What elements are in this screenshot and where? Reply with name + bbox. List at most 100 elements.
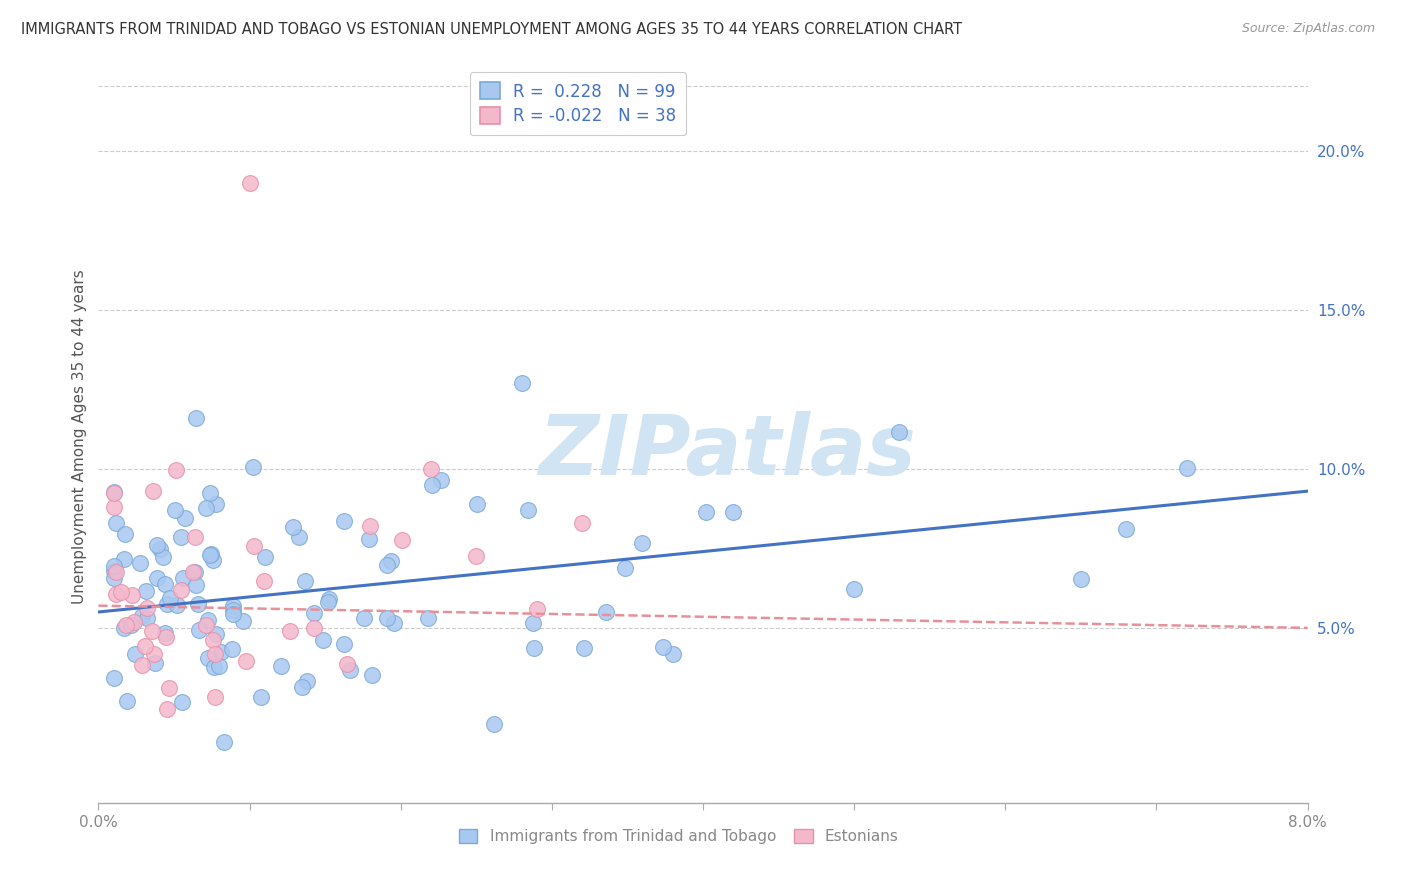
Point xyxy=(253,574,276,588)
Point xyxy=(270,659,292,673)
Point xyxy=(222,599,245,613)
Point xyxy=(184,577,207,591)
Point xyxy=(212,735,235,749)
Point xyxy=(157,681,180,695)
Point xyxy=(112,622,135,636)
Point xyxy=(143,657,166,671)
Point xyxy=(429,473,451,487)
Point xyxy=(243,539,266,553)
Point xyxy=(631,536,654,550)
Point xyxy=(122,615,145,629)
Legend: Immigrants from Trinidad and Tobago, Estonians: Immigrants from Trinidad and Tobago, Est… xyxy=(453,822,905,850)
Point xyxy=(205,497,228,511)
Point xyxy=(114,527,136,541)
Point xyxy=(595,605,617,619)
Point xyxy=(222,607,245,622)
Point xyxy=(146,571,169,585)
Point xyxy=(1175,461,1198,475)
Point xyxy=(1070,572,1092,586)
Point xyxy=(197,651,219,665)
Point xyxy=(104,587,127,601)
Point xyxy=(131,658,153,673)
Point xyxy=(288,530,311,544)
Point xyxy=(239,176,262,190)
Point xyxy=(204,690,226,704)
Point xyxy=(204,626,226,640)
Point xyxy=(136,610,159,624)
Point xyxy=(360,519,382,533)
Text: ZIPatlas: ZIPatlas xyxy=(538,411,917,492)
Point xyxy=(135,584,157,599)
Point xyxy=(136,601,159,615)
Point xyxy=(181,565,204,579)
Point xyxy=(221,642,243,657)
Point xyxy=(195,501,218,516)
Point xyxy=(149,541,172,556)
Point xyxy=(318,591,340,606)
Point xyxy=(117,693,139,707)
Point xyxy=(184,565,207,579)
Point xyxy=(209,645,232,659)
Point xyxy=(174,511,197,525)
Point xyxy=(382,616,405,631)
Point xyxy=(156,701,179,715)
Y-axis label: Unemployment Among Ages 35 to 44 years: Unemployment Among Ages 35 to 44 years xyxy=(72,269,87,605)
Point xyxy=(104,516,127,530)
Point xyxy=(170,530,193,544)
Point xyxy=(105,565,128,579)
Point xyxy=(311,632,333,647)
Point xyxy=(242,459,264,474)
Point xyxy=(418,611,440,625)
Point xyxy=(380,554,402,568)
Point xyxy=(155,625,177,640)
Point xyxy=(1115,522,1137,536)
Text: Source: ZipAtlas.com: Source: ZipAtlas.com xyxy=(1241,22,1375,36)
Point xyxy=(333,514,356,528)
Point xyxy=(572,640,595,655)
Point xyxy=(353,611,375,625)
Point xyxy=(188,623,211,637)
Point xyxy=(523,641,546,656)
Point xyxy=(316,595,339,609)
Point xyxy=(294,574,316,589)
Point xyxy=(129,556,152,570)
Point xyxy=(103,484,125,499)
Point xyxy=(198,486,221,500)
Point xyxy=(112,552,135,566)
Point xyxy=(152,550,174,565)
Point xyxy=(121,588,143,602)
Point xyxy=(172,695,194,709)
Point xyxy=(103,671,125,685)
Point xyxy=(170,582,193,597)
Point xyxy=(115,617,138,632)
Point xyxy=(291,680,314,694)
Point xyxy=(165,463,187,477)
Point xyxy=(695,505,717,519)
Point xyxy=(377,558,399,572)
Point xyxy=(200,547,222,561)
Point xyxy=(517,503,540,517)
Point xyxy=(253,549,276,564)
Point xyxy=(510,376,533,390)
Point xyxy=(278,624,301,639)
Point xyxy=(184,411,207,425)
Point xyxy=(141,624,163,638)
Point xyxy=(339,663,361,677)
Point xyxy=(103,486,125,500)
Point xyxy=(464,549,486,563)
Point xyxy=(124,647,146,661)
Point xyxy=(526,602,548,616)
Point xyxy=(336,657,359,671)
Point xyxy=(281,520,304,534)
Point xyxy=(156,597,179,611)
Point xyxy=(197,613,219,627)
Point xyxy=(723,505,745,519)
Point xyxy=(889,425,911,439)
Point xyxy=(204,647,226,661)
Point xyxy=(172,571,194,585)
Text: IMMIGRANTS FROM TRINIDAD AND TOBAGO VS ESTONIAN UNEMPLOYMENT AMONG AGES 35 TO 44: IMMIGRANTS FROM TRINIDAD AND TOBAGO VS E… xyxy=(21,22,962,37)
Point xyxy=(103,564,125,578)
Point xyxy=(142,484,165,499)
Point xyxy=(195,618,218,632)
Point xyxy=(201,552,224,566)
